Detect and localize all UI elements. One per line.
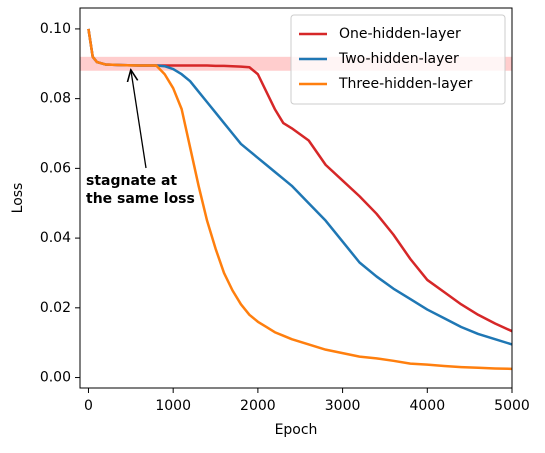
x-axis-label: Epoch bbox=[275, 422, 318, 438]
annotation-text: stagnate at bbox=[86, 173, 177, 189]
y-tick-label: 0.02 bbox=[40, 300, 71, 316]
plot-frame bbox=[79, 7, 513, 389]
x-tick-label: 2000 bbox=[240, 398, 276, 414]
annotation-text: the same loss bbox=[86, 191, 195, 207]
legend-label: Three-hidden-layer bbox=[338, 76, 473, 92]
legend-box bbox=[290, 14, 506, 105]
x-tick-label: 4000 bbox=[409, 398, 445, 414]
x-tick-label: 3000 bbox=[325, 398, 361, 414]
x-tick-label: 1000 bbox=[155, 398, 191, 414]
x-tick-label: 5000 bbox=[494, 398, 530, 414]
y-tick-label: 0.10 bbox=[40, 21, 71, 37]
x-tick-label: 0 bbox=[84, 398, 93, 414]
loss-line bbox=[87, 28, 513, 371]
legend-label: One-hidden-layer bbox=[339, 26, 461, 42]
annotation-arrow bbox=[131, 71, 147, 169]
y-tick-label: 0.08 bbox=[40, 91, 71, 107]
legend-label: Two-hidden-layer bbox=[338, 51, 459, 67]
y-tick-label: 0.04 bbox=[40, 230, 71, 246]
y-axis-label: Loss bbox=[10, 183, 26, 214]
y-tick-label: 0.00 bbox=[40, 370, 71, 386]
y-tick-label: 0.06 bbox=[40, 160, 71, 176]
legend: One-hidden-layer Two-hidden-layer Three-hi… bbox=[290, 14, 506, 105]
